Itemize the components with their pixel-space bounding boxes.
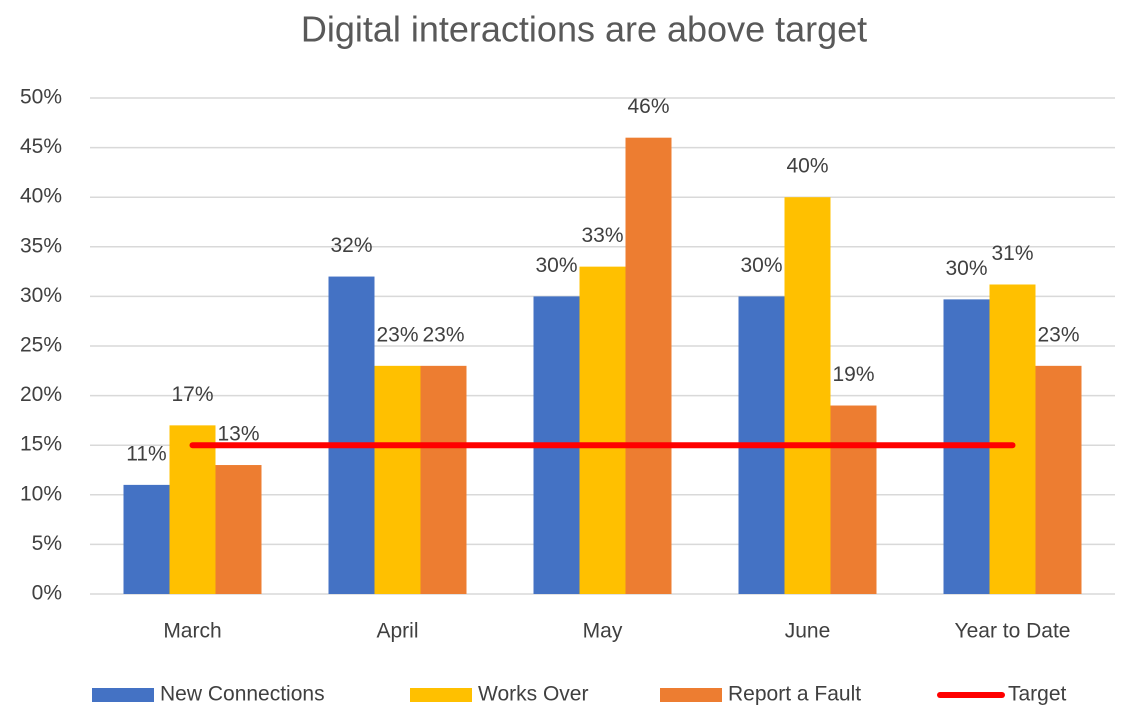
bar xyxy=(169,425,216,594)
x-tick-label: March xyxy=(163,620,221,643)
bar xyxy=(420,365,467,594)
data-label: 17% xyxy=(171,383,213,406)
bar xyxy=(784,197,831,594)
bar xyxy=(989,284,1036,594)
bar xyxy=(328,276,375,594)
data-label: 30% xyxy=(945,257,987,280)
data-label: 46% xyxy=(627,95,669,118)
y-tick-label: 0% xyxy=(32,582,62,605)
data-label: 33% xyxy=(581,224,623,247)
y-tick-label: 15% xyxy=(20,433,62,456)
data-label: 19% xyxy=(832,363,874,386)
data-label: 23% xyxy=(1037,323,1079,346)
data-label: 32% xyxy=(330,234,372,257)
x-tick-label: June xyxy=(785,620,831,643)
y-tick-label: 45% xyxy=(20,135,62,158)
bar xyxy=(1035,365,1082,594)
x-tick-label: May xyxy=(583,620,623,643)
chart-title: Digital interactions are above target xyxy=(301,9,867,50)
bar xyxy=(123,484,170,594)
y-tick-label: 30% xyxy=(20,284,62,307)
bar xyxy=(215,465,262,594)
bar xyxy=(579,266,626,594)
y-tick-label: 40% xyxy=(20,185,62,208)
legend-swatch xyxy=(410,688,472,702)
legend-swatch xyxy=(92,688,154,702)
y-tick-label: 25% xyxy=(20,334,62,357)
data-label: 23% xyxy=(422,323,464,346)
data-label: 31% xyxy=(991,242,1033,265)
data-label: 30% xyxy=(740,254,782,277)
y-tick-label: 50% xyxy=(20,86,62,109)
bar xyxy=(830,405,877,594)
legend-swatch xyxy=(660,688,722,702)
x-tick-label: Year to Date xyxy=(955,620,1071,643)
data-label: 23% xyxy=(376,323,418,346)
data-label: 11% xyxy=(126,442,166,465)
data-label: 40% xyxy=(786,155,828,178)
data-label: 30% xyxy=(535,254,577,277)
legend-label: Works Over xyxy=(478,683,588,706)
bar xyxy=(374,365,421,594)
x-tick-label: April xyxy=(376,620,418,643)
bar xyxy=(625,137,672,594)
y-tick-label: 35% xyxy=(20,234,62,257)
y-tick-label: 10% xyxy=(20,482,62,505)
data-label: 13% xyxy=(217,423,259,446)
legend-label: New Connections xyxy=(160,683,325,706)
y-tick-label: 5% xyxy=(32,532,62,555)
legend-label: Report a Fault xyxy=(728,683,861,706)
y-tick-label: 20% xyxy=(20,383,62,406)
legend-label: Target xyxy=(1008,683,1067,706)
